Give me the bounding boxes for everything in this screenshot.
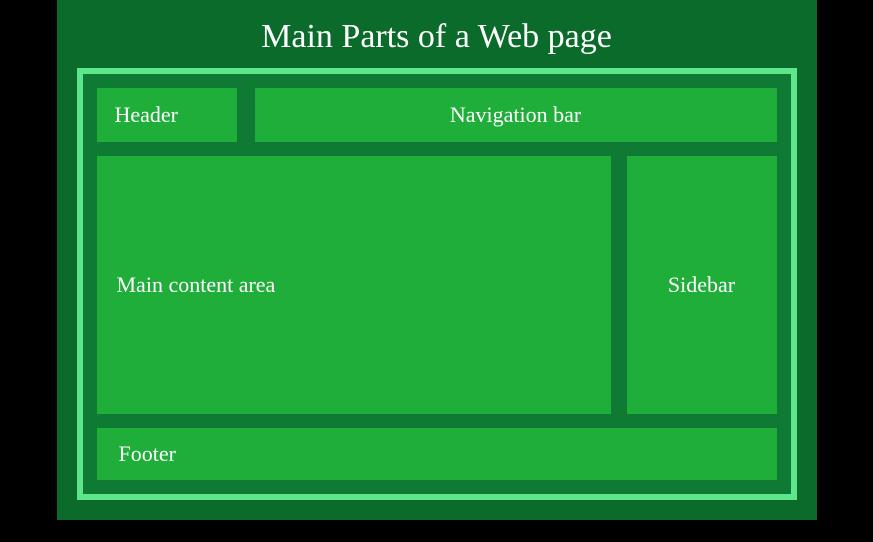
row-middle: Main content area Sidebar bbox=[97, 156, 777, 414]
sidebar-label: Sidebar bbox=[668, 272, 735, 298]
slide: Main Parts of a Web page Header Navigati… bbox=[57, 0, 817, 520]
footer-box: Footer bbox=[97, 428, 777, 480]
navigation-box: Navigation bar bbox=[255, 88, 777, 142]
main-content-label: Main content area bbox=[117, 272, 276, 298]
navigation-label: Navigation bar bbox=[450, 102, 581, 128]
header-box: Header bbox=[97, 88, 237, 142]
header-label: Header bbox=[115, 102, 179, 128]
slide-title: Main Parts of a Web page bbox=[77, 12, 797, 68]
row-top: Header Navigation bar bbox=[97, 88, 777, 142]
sidebar-box: Sidebar bbox=[627, 156, 777, 414]
footer-label: Footer bbox=[119, 441, 176, 467]
main-content-box: Main content area bbox=[97, 156, 611, 414]
layout-frame: Header Navigation bar Main content area … bbox=[77, 68, 797, 500]
